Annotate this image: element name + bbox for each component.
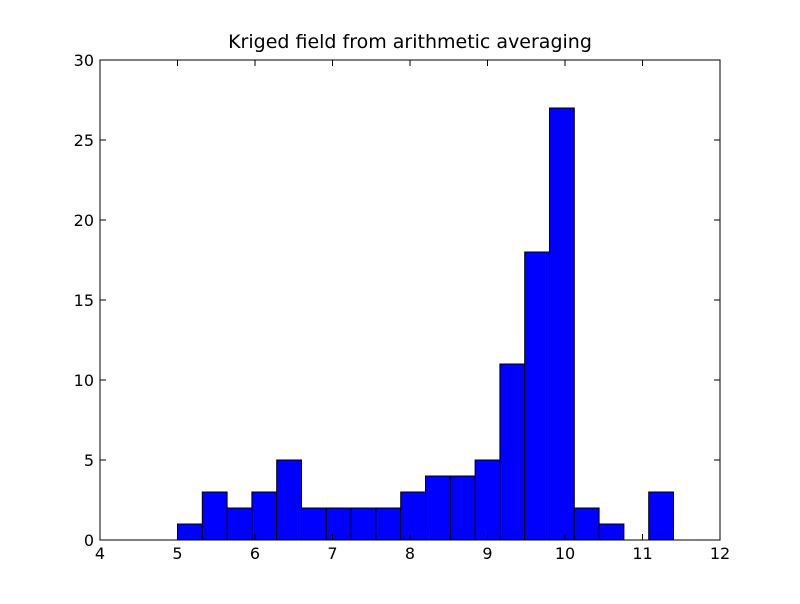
histogram-bar-0 <box>177 523 203 541</box>
histogram-bar-6 <box>325 507 352 541</box>
histogram-bar-5 <box>301 507 327 541</box>
histogram-bar-8 <box>375 507 402 541</box>
histogram-bar-16 <box>573 507 600 541</box>
histogram-bar-12 <box>474 459 501 541</box>
histogram-bar-9 <box>400 491 427 541</box>
x-tick-label-4: 4 <box>95 544 105 563</box>
histogram-bar-17 <box>598 523 625 541</box>
histogram-bar-3 <box>251 491 278 541</box>
x-tick-label-12: 12 <box>710 544 730 563</box>
y-tick-label-10: 10 <box>74 371 94 390</box>
histogram-bar-13 <box>499 363 526 541</box>
histogram-bar-10 <box>425 475 451 541</box>
y-tick-label-5: 5 <box>84 451 94 470</box>
x-tick-label-6: 6 <box>250 544 260 563</box>
chart-title: Kriged field from arithmetic averaging <box>228 31 592 53</box>
histogram-bar-19 <box>648 491 675 541</box>
y-tick-label-15: 15 <box>74 291 94 310</box>
bars-group <box>177 107 675 541</box>
x-tick-label-8: 8 <box>405 544 415 563</box>
x-tick-label-11: 11 <box>632 544 652 563</box>
ticks-group <box>99 59 721 541</box>
histogram-bar-14 <box>524 251 551 541</box>
histogram-bar-4 <box>276 459 303 541</box>
histogram-bar-1 <box>201 491 228 541</box>
y-tick-label-25: 25 <box>74 131 94 150</box>
histogram-bar-15 <box>549 107 575 541</box>
tick-labels-group: 4 5 6 7 8 9 10 11 12 0 5 10 15 20 25 30 <box>74 51 731 563</box>
x-tick-label-5: 5 <box>172 544 182 563</box>
x-tick-label-9: 9 <box>482 544 492 563</box>
histogram-bar-2 <box>226 507 253 541</box>
histogram-bar-7 <box>350 507 377 541</box>
histogram-bar-11 <box>449 475 476 541</box>
y-tick-label-0: 0 <box>84 531 94 550</box>
x-tick-label-10: 10 <box>555 544 575 563</box>
x-tick-label-7: 7 <box>327 544 337 563</box>
y-tick-label-30: 30 <box>74 51 94 70</box>
y-tick-label-20: 20 <box>74 211 94 230</box>
